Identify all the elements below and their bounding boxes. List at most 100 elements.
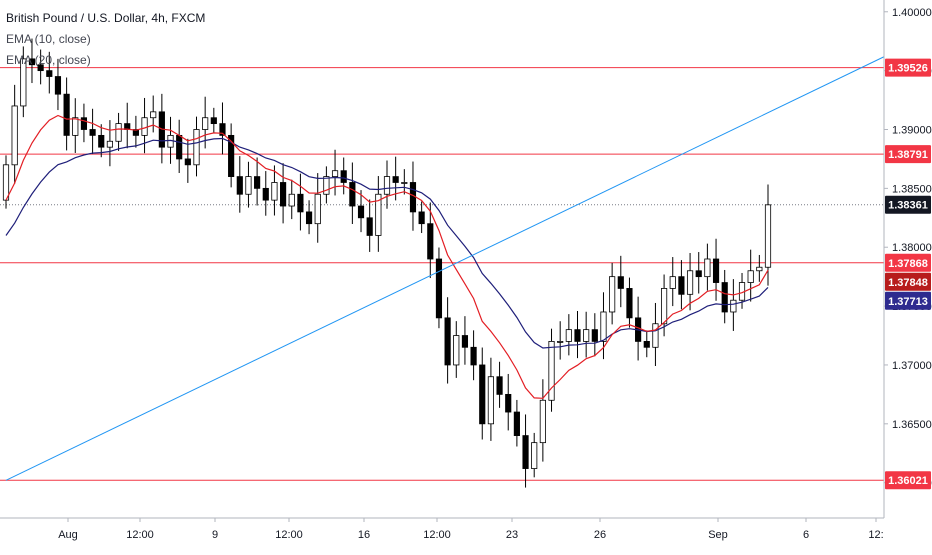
bullish-candle <box>271 182 278 201</box>
bullish-candle <box>288 193 295 207</box>
bearish-candle <box>349 182 356 207</box>
bearish-candle <box>461 335 469 348</box>
bearish-candle <box>513 411 520 436</box>
y-tick-label: 1.37000 <box>892 360 932 372</box>
bullish-candle <box>331 170 339 177</box>
bearish-candle <box>80 117 88 130</box>
bearish-candle <box>591 329 598 342</box>
bearish-candle <box>678 276 685 295</box>
bullish-candle <box>2 164 10 201</box>
bearish-candle <box>496 376 503 395</box>
chart-legend: British Pound / U.S. Dollar, 4h, FXCM EM… <box>6 8 205 71</box>
ema-tag-bg <box>885 272 931 291</box>
bearish-candle <box>98 134 105 148</box>
bearish-candle <box>305 211 313 225</box>
bearish-candle <box>479 364 486 425</box>
bullish-candle <box>764 204 772 268</box>
bullish-candle <box>600 311 607 342</box>
bullish-candle <box>115 123 122 142</box>
ema-10-legend[interactable]: EMA (10, close) <box>6 32 91 46</box>
bearish-candle <box>228 134 235 177</box>
bullish-candle <box>20 58 27 107</box>
ema-20-line <box>5 137 769 349</box>
candles-layer <box>2 38 772 488</box>
bearish-candle <box>132 129 139 136</box>
bearish-candle <box>418 211 425 225</box>
bearish-candle <box>54 76 62 95</box>
x-tick-label: 23 <box>506 529 518 541</box>
bearish-candle <box>470 346 477 366</box>
x-tick-label: Aug <box>58 529 78 541</box>
level-price-tag-bg <box>885 253 931 272</box>
bearish-candle <box>297 193 304 213</box>
bullish-candle <box>72 117 79 136</box>
bearish-candle <box>262 187 269 201</box>
bullish-candle <box>661 288 668 325</box>
x-tick-label: 12:00 <box>126 529 154 541</box>
ema-20-legend[interactable]: EMA (20, close) <box>6 53 91 67</box>
bearish-candle <box>46 70 53 77</box>
bullish-candle <box>531 442 538 469</box>
level-price-tag: 1.39526 <box>888 63 928 75</box>
bullish-candle <box>323 176 330 195</box>
x-tick-label: 12:00 <box>423 529 451 541</box>
ema-tag-bg <box>885 291 931 310</box>
bearish-candle <box>280 182 287 207</box>
bearish-candle <box>176 134 183 160</box>
symbol-title[interactable]: British Pound / U.S. Dollar, 4h, FXCM <box>6 11 206 25</box>
ema-price-tag: 1.37713 <box>888 296 928 308</box>
bullish-candle <box>245 176 252 195</box>
bullish-candle <box>202 117 209 130</box>
bearish-candle <box>357 205 365 219</box>
bullish-candle <box>11 105 18 166</box>
y-tick-label: 1.39000 <box>892 125 932 137</box>
bullish-candle <box>686 270 694 295</box>
bearish-candle <box>505 393 512 413</box>
bullish-candle <box>730 299 737 313</box>
y-tick-label: 1.40000 <box>892 7 932 19</box>
bullish-candle <box>669 276 676 289</box>
x-tick-label: 6 <box>803 529 809 541</box>
bullish-candle <box>383 176 391 195</box>
bearish-candle <box>392 176 399 183</box>
ema-price-tag: 1.37848 <box>888 277 928 289</box>
bullish-candle <box>583 329 590 342</box>
price-tags: 1.39526 1.38791 1.37868 1.36021 1.38361 1.378… <box>885 58 931 490</box>
x-tick-label: 9 <box>212 529 218 541</box>
bearish-candle <box>712 258 720 283</box>
current-price-tag: 1.38361 <box>888 200 928 212</box>
level-price-tag-bg <box>885 145 931 164</box>
bearish-candle <box>210 117 217 125</box>
bearish-candle <box>219 123 226 136</box>
bearish-candle <box>617 276 624 289</box>
bullish-candle <box>747 270 754 283</box>
bullish-candle <box>548 341 555 401</box>
bearish-candle <box>444 317 451 366</box>
bullish-candle <box>539 399 546 444</box>
y-tick-label: 1.38500 <box>892 183 932 195</box>
bullish-candle <box>401 182 408 184</box>
bullish-candle <box>565 329 572 342</box>
bearish-candle <box>695 270 702 278</box>
ema-layer <box>5 114 769 399</box>
current-price-tag-bg <box>885 195 931 214</box>
ascending-trendline[interactable] <box>5 56 885 481</box>
bearish-candle <box>236 176 243 195</box>
bullish-candle <box>106 140 113 148</box>
bearish-candle <box>643 341 650 348</box>
bearish-candle <box>626 288 633 319</box>
bullish-candle <box>453 335 460 366</box>
bearish-candle <box>254 176 261 189</box>
y-tick-label: 1.38000 <box>892 242 932 254</box>
x-tick-label: 12:00 <box>275 529 303 541</box>
ema-10-line <box>5 114 769 399</box>
bullish-candle <box>375 193 382 236</box>
level-price-tag-bg <box>885 471 931 490</box>
x-tick-label: 12: <box>868 529 883 541</box>
bullish-candle <box>193 129 200 166</box>
trendline-layer[interactable] <box>5 56 885 481</box>
